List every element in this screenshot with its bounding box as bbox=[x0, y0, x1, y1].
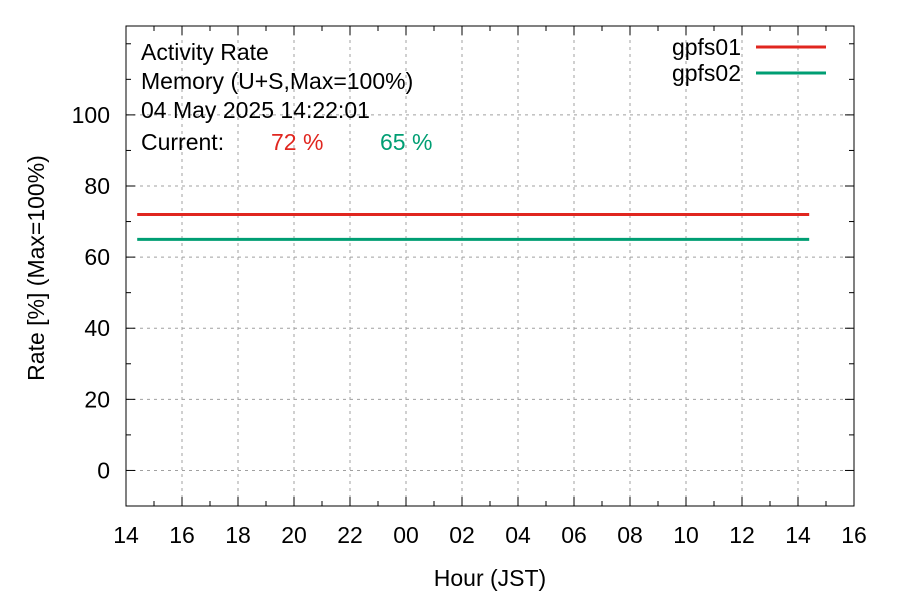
x-tick-label: 16 bbox=[841, 522, 867, 548]
x-tick-label: 04 bbox=[505, 522, 531, 548]
title-line-3: 04 May 2025 14:22:01 bbox=[141, 97, 370, 123]
title-block: Activity Rate Memory (U+S,Max=100%) 04 M… bbox=[141, 39, 432, 155]
y-tick-label: 0 bbox=[97, 457, 110, 483]
y-tick-label: 80 bbox=[84, 173, 110, 199]
x-tick-label: 18 bbox=[225, 522, 251, 548]
y-tick-label: 20 bbox=[84, 386, 110, 412]
x-tick-label: 06 bbox=[561, 522, 587, 548]
legend-label-gpfs01: gpfs01 bbox=[672, 34, 741, 60]
x-tick-label: 14 bbox=[785, 522, 811, 548]
title-line-2: Memory (U+S,Max=100%) bbox=[141, 68, 413, 94]
y-tick-label: 40 bbox=[84, 315, 110, 341]
x-tick-label: 22 bbox=[337, 522, 363, 548]
x-tick-label: 10 bbox=[673, 522, 699, 548]
x-axis-label: Hour (JST) bbox=[434, 565, 546, 591]
tick-labels: 14 16 18 20 22 00 02 04 06 08 10 12 14 16 0 20 40 60 80 100 bbox=[72, 102, 867, 548]
legend: gpfs01 gpfs02 bbox=[672, 34, 826, 86]
y-tick-label: 60 bbox=[84, 244, 110, 270]
x-tick-label: 16 bbox=[169, 522, 195, 548]
x-tick-label: 02 bbox=[449, 522, 475, 548]
x-tick-label: 20 bbox=[281, 522, 307, 548]
title-line-1: Activity Rate bbox=[141, 39, 269, 65]
y-axis-label: Rate [%] (Max=100%) bbox=[23, 155, 49, 381]
x-tick-label: 12 bbox=[729, 522, 755, 548]
current-value-gpfs01: 72 % bbox=[271, 129, 323, 155]
current-label: Current: bbox=[141, 129, 224, 155]
x-tick-label: 00 bbox=[393, 522, 419, 548]
legend-label-gpfs02: gpfs02 bbox=[672, 60, 741, 86]
y-tick-label: 100 bbox=[72, 102, 110, 128]
x-tick-label: 14 bbox=[113, 522, 139, 548]
series-layer bbox=[137, 212, 810, 241]
x-tick-label: 08 bbox=[617, 522, 643, 548]
grid-lines bbox=[126, 26, 854, 506]
current-value-gpfs02: 65 % bbox=[380, 129, 432, 155]
plot-frame bbox=[125, 25, 855, 507]
